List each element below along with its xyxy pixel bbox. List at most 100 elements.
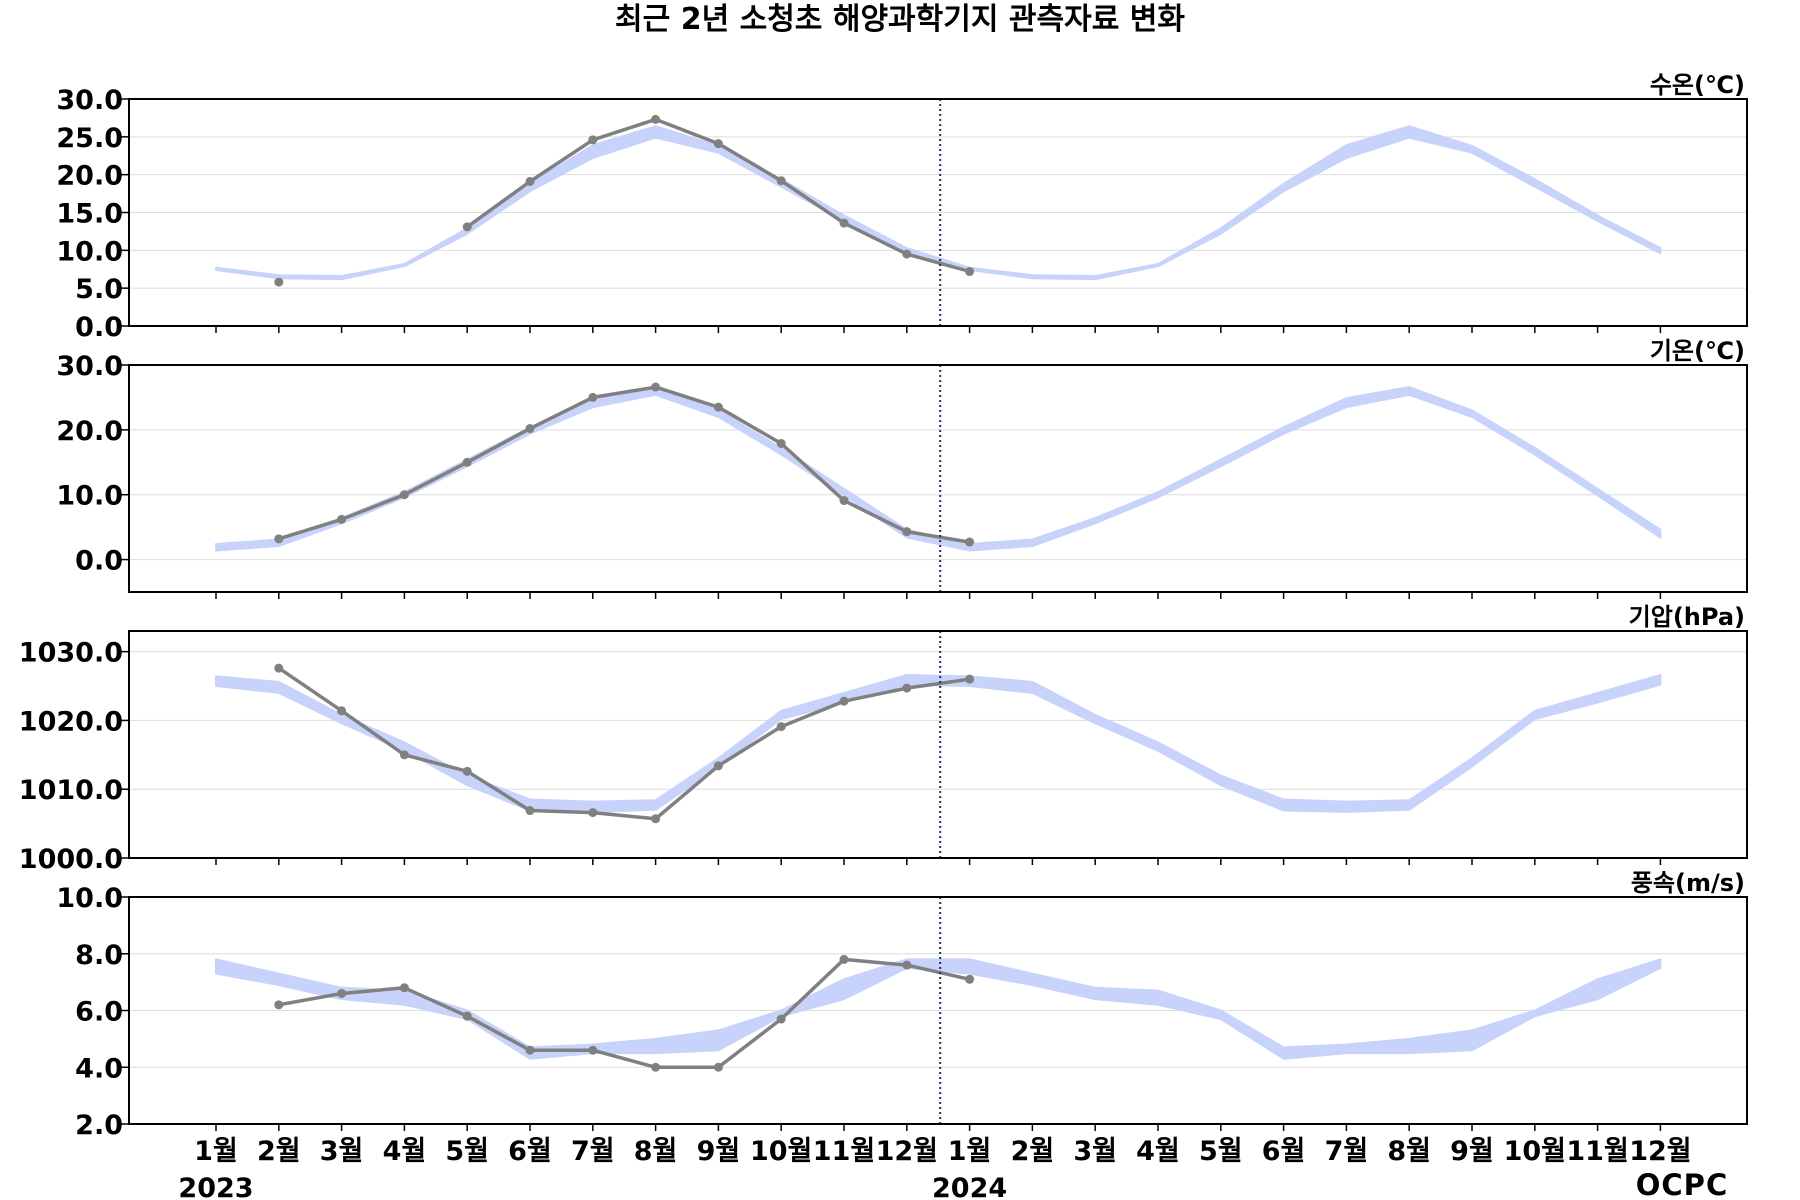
y-tick-label: 10.0 <box>56 481 123 512</box>
x-tick-label: 8월 <box>634 1136 678 1167</box>
chart-panels: 30.0 25.0 20.0 15.0 10.0 5.0 0.0 수온(℃) 30.0 20.0 1… <box>19 71 1748 1141</box>
x-axis-labels: 1월 2월 3월 4월 5월 6월 7월 8월 9월 10월 11월 12월 1월 2월 3월 4월 5월 6월 7… <box>178 1136 1691 1200</box>
observed-point <box>651 1062 661 1072</box>
observed-point <box>462 766 472 776</box>
observed-point <box>462 222 472 232</box>
x-tick-label: 11월 <box>1566 1136 1628 1167</box>
y-tick-label: 0.0 <box>75 312 123 343</box>
y-tick-label: 1000.0 <box>19 844 123 875</box>
observed-point <box>776 722 786 732</box>
observed-point <box>776 438 786 448</box>
x-tick-label: 1월 <box>194 1136 238 1167</box>
climatology-band <box>215 386 1662 552</box>
y-tick-label: 1010.0 <box>19 775 123 806</box>
x-tick-label: 9월 <box>697 1136 741 1167</box>
plot-frame <box>128 98 1748 327</box>
x-tick-label: 6월 <box>508 1136 552 1167</box>
x-tick-label: 5월 <box>1199 1136 1243 1167</box>
y-tick-label: 8.0 <box>75 940 123 971</box>
observed-point <box>525 1045 535 1055</box>
x-tick-label: 12월 <box>1629 1136 1691 1167</box>
observed-point <box>399 490 409 500</box>
observed-point <box>902 683 912 693</box>
y-tick-label: 10.0 <box>56 883 123 914</box>
observed-point <box>965 267 975 277</box>
y-tick-label: 30.0 <box>56 351 123 382</box>
x-tick-label: 2월 <box>1011 1136 1055 1167</box>
observed-point <box>651 814 661 824</box>
observed-point <box>651 114 661 124</box>
y-tick-label: 1030.0 <box>19 638 123 669</box>
x-tick-label: 2월 <box>257 1136 301 1167</box>
observed-point <box>337 988 347 998</box>
y-tick-label: 0.0 <box>75 546 123 577</box>
observed-point <box>651 382 661 392</box>
panel-3: 1030.0 1020.0 1010.0 1000.0 기압(hPa) <box>19 603 1748 875</box>
x-tick-label: 9월 <box>1450 1136 1494 1167</box>
panel-4: 10.0 8.0 6.0 4.0 2.0 풍속(m/s) <box>56 869 1748 1141</box>
x-tick-label: 11월 <box>813 1136 875 1167</box>
climatology-band <box>215 125 1662 281</box>
y-tick-label: 30.0 <box>56 85 123 116</box>
observed-point <box>274 534 284 544</box>
x-tick-label: 3월 <box>1073 1136 1117 1167</box>
x-tick-label: 4월 <box>383 1136 427 1167</box>
observed-point <box>274 663 284 673</box>
observed-point <box>713 761 723 771</box>
observed-point <box>274 277 284 287</box>
year-label: 2024 <box>932 1173 1007 1200</box>
x-tick-label: 1월 <box>948 1136 992 1167</box>
logo-text: OCPC <box>1636 1168 1728 1200</box>
y-tick-label: 5.0 <box>75 274 123 305</box>
observed-point <box>588 808 598 818</box>
unit-label: 풍속(m/s) <box>1631 869 1745 897</box>
unit-label: 수온(℃) <box>1650 71 1745 99</box>
y-tick-label: 2.0 <box>75 1110 123 1141</box>
observed-point <box>588 392 598 402</box>
plot-frame <box>128 364 1748 593</box>
observed-point <box>399 750 409 760</box>
observed-line <box>278 957 970 1070</box>
observed-point <box>713 1062 723 1072</box>
climatology-band <box>215 674 1662 813</box>
observed-point <box>588 135 598 145</box>
observed-point <box>839 954 849 964</box>
observed-point <box>588 1045 598 1055</box>
observed-point <box>337 514 347 524</box>
x-tick-label: 8월 <box>1387 1136 1431 1167</box>
climatology-band <box>215 958 1662 1060</box>
observed-line <box>278 385 970 544</box>
y-tick-label: 20.0 <box>56 416 123 447</box>
observed-point <box>965 537 975 547</box>
y-tick-label: 1020.0 <box>19 706 123 737</box>
x-tick-label: 10월 <box>750 1136 812 1167</box>
observed-point <box>462 1011 472 1021</box>
x-tick-label: 7월 <box>571 1136 615 1167</box>
unit-label: 기압(hPa) <box>1629 603 1745 631</box>
observed-point <box>902 527 912 537</box>
observed-point <box>525 806 535 816</box>
ocpc-logo: OCPC <box>1636 1168 1728 1200</box>
observed-point <box>462 457 472 467</box>
y-tick-label: 10.0 <box>56 236 123 267</box>
observed-point <box>965 674 975 684</box>
observed-point <box>274 1000 284 1010</box>
y-tick-label: 25.0 <box>56 123 123 154</box>
x-tick-label: 7월 <box>1325 1136 1369 1167</box>
observed-point <box>525 424 535 434</box>
plot-frame <box>128 630 1748 859</box>
observed-point <box>525 176 535 186</box>
observed-point <box>776 176 786 186</box>
x-tick-label: 5월 <box>445 1136 489 1167</box>
y-tick-label: 6.0 <box>75 997 123 1028</box>
observed-point <box>839 218 849 228</box>
x-tick-label: 4월 <box>1136 1136 1180 1167</box>
panel-2: 30.0 20.0 10.0 0.0 기온(℃) <box>56 337 1748 599</box>
chart-title: 최근 2년 소청초 해양과학기지 관측자료 변화 <box>615 2 1185 37</box>
x-tick-label: 6월 <box>1262 1136 1306 1167</box>
panel-1: 30.0 25.0 20.0 15.0 10.0 5.0 0.0 수온(℃) <box>56 71 1748 343</box>
observed-point <box>902 249 912 259</box>
observed-point <box>713 402 723 412</box>
unit-label: 기온(℃) <box>1650 337 1745 365</box>
